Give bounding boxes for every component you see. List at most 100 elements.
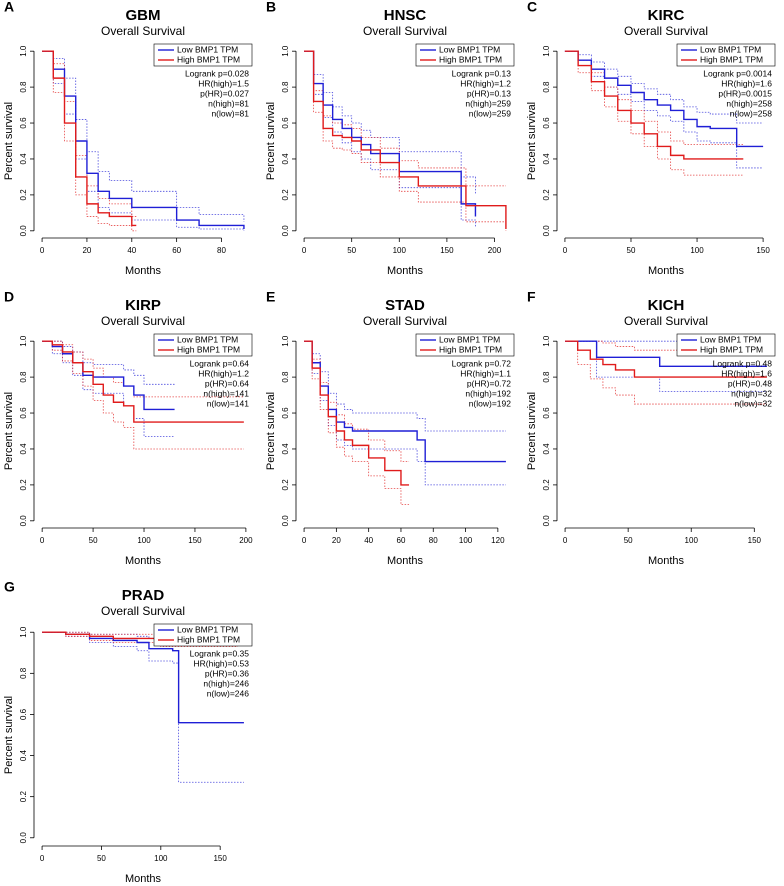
legend-box [415,43,515,67]
x-tick-label: 150 [188,536,202,545]
legend-label: Low BMP1 TPM [177,334,238,344]
stat-annotation: n(high)=81 [208,98,249,108]
y-tick-label: 0.8 [19,81,28,93]
legend-label: Low BMP1 TPM [700,44,761,54]
x-axis-label: Months [648,265,685,277]
legend-label: High BMP1 TPM [700,344,763,354]
y-tick-label: 0.6 [19,407,28,419]
stat-annotation: Logrank p=0.0014 [703,68,772,78]
y-tick-label: 0.6 [542,117,551,129]
stat-annotation: HR(high)=1.5 [198,78,249,88]
stat-annotation: Logrank p=0.64 [190,358,250,368]
stat-annotation: p(HR)=0.36 [205,668,249,678]
y-tick-label: 1.0 [19,45,28,57]
confidence-band [304,340,410,506]
legend-label: Low BMP1 TPM [177,44,238,54]
x-tick-label: 200 [488,246,502,255]
legend-box [415,333,515,357]
chart-subtitle: Overall Survival [363,314,447,328]
confidence-band [42,50,137,232]
stat-annotation: n(high)=246 [203,678,249,688]
panel-letter: A [4,0,14,15]
x-tick-label: 0 [563,536,568,545]
chart-subtitle: Overall Survival [624,314,708,328]
legend-label: High BMP1 TPM [177,54,240,64]
y-tick-label: 1.0 [542,335,551,347]
chart-title: KIRP [125,297,161,314]
stat-annotation: n(low)=259 [469,108,512,118]
survival-curve [564,50,764,148]
y-tick-label: 0.0 [281,225,290,237]
y-axis-label: Percent survival [3,392,15,470]
y-tick-label: 0.6 [19,117,28,129]
x-tick-label: 50 [97,854,106,863]
x-tick-label: 100 [459,536,473,545]
x-tick-label: 100 [685,536,699,545]
y-tick-label: 0.2 [19,791,28,803]
stat-annotation: p(HR)=0.13 [467,88,511,98]
stat-annotation: p(HR)=0.64 [205,378,249,388]
x-tick-label: 100 [393,246,407,255]
y-tick-label: 0.8 [542,81,551,93]
stat-annotation: n(low)=32 [734,398,772,408]
panel-letter: E [266,289,275,305]
y-tick-label: 0.8 [19,667,28,679]
panel-letter: B [266,0,276,15]
x-tick-label: 50 [624,536,633,545]
x-axis-label: Months [648,555,685,567]
x-tick-label: 0 [563,246,568,255]
panel-letter: G [4,579,15,595]
survival-curve [304,50,507,230]
legend-label: Low BMP1 TPM [177,624,238,634]
legend-label: Low BMP1 TPM [439,334,500,344]
legend-label: High BMP1 TPM [177,634,240,644]
y-tick-label: 0.0 [19,225,28,237]
x-tick-label: 60 [397,536,406,545]
y-tick-label: 0.6 [542,407,551,419]
x-tick-label: 150 [748,536,762,545]
legend-label: High BMP1 TPM [700,54,763,64]
x-tick-label: 150 [756,246,770,255]
y-tick-label: 0.6 [19,708,28,720]
y-tick-label: 0.0 [281,515,290,527]
y-tick-label: 0.4 [542,153,551,165]
x-axis-label: Months [387,555,424,567]
y-tick-label: 0.2 [281,479,290,491]
stat-annotation: n(high)=192 [465,388,511,398]
legend-label: High BMP1 TPM [439,344,502,354]
stat-annotation: Logrank p=0.028 [185,68,249,78]
y-axis-label: Percent survival [3,696,15,774]
chart-subtitle: Overall Survival [101,314,185,328]
y-tick-label: 0.8 [19,371,28,383]
survival-curve [565,340,767,368]
x-tick-label: 80 [217,246,226,255]
y-tick-label: 0.4 [19,443,28,455]
panel-letter: F [527,289,536,305]
survival-curve [304,340,410,486]
y-tick-label: 0.0 [542,225,551,237]
y-axis-label: Percent survival [3,102,15,180]
panel-letter: C [527,0,537,15]
legend-label: Low BMP1 TPM [439,44,500,54]
chart-subtitle: Overall Survival [101,604,185,618]
stat-annotation: n(high)=259 [465,98,511,108]
stat-annotation: n(high)=141 [203,388,249,398]
legend-label: High BMP1 TPM [177,344,240,354]
x-tick-label: 150 [213,854,227,863]
y-tick-label: 1.0 [281,335,290,347]
stat-annotation: n(low)=246 [207,688,250,698]
x-tick-label: 60 [172,246,181,255]
y-tick-label: 1.0 [19,626,28,638]
x-axis-label: Months [125,265,162,277]
y-tick-label: 1.0 [542,45,551,57]
stat-annotation: Logrank p=0.13 [452,68,512,78]
x-tick-label: 0 [302,246,307,255]
stat-annotation: n(low)=258 [730,108,773,118]
confidence-band [304,50,506,187]
y-tick-label: 0.2 [281,189,290,201]
y-tick-label: 0.4 [542,443,551,455]
x-tick-label: 40 [364,536,373,545]
